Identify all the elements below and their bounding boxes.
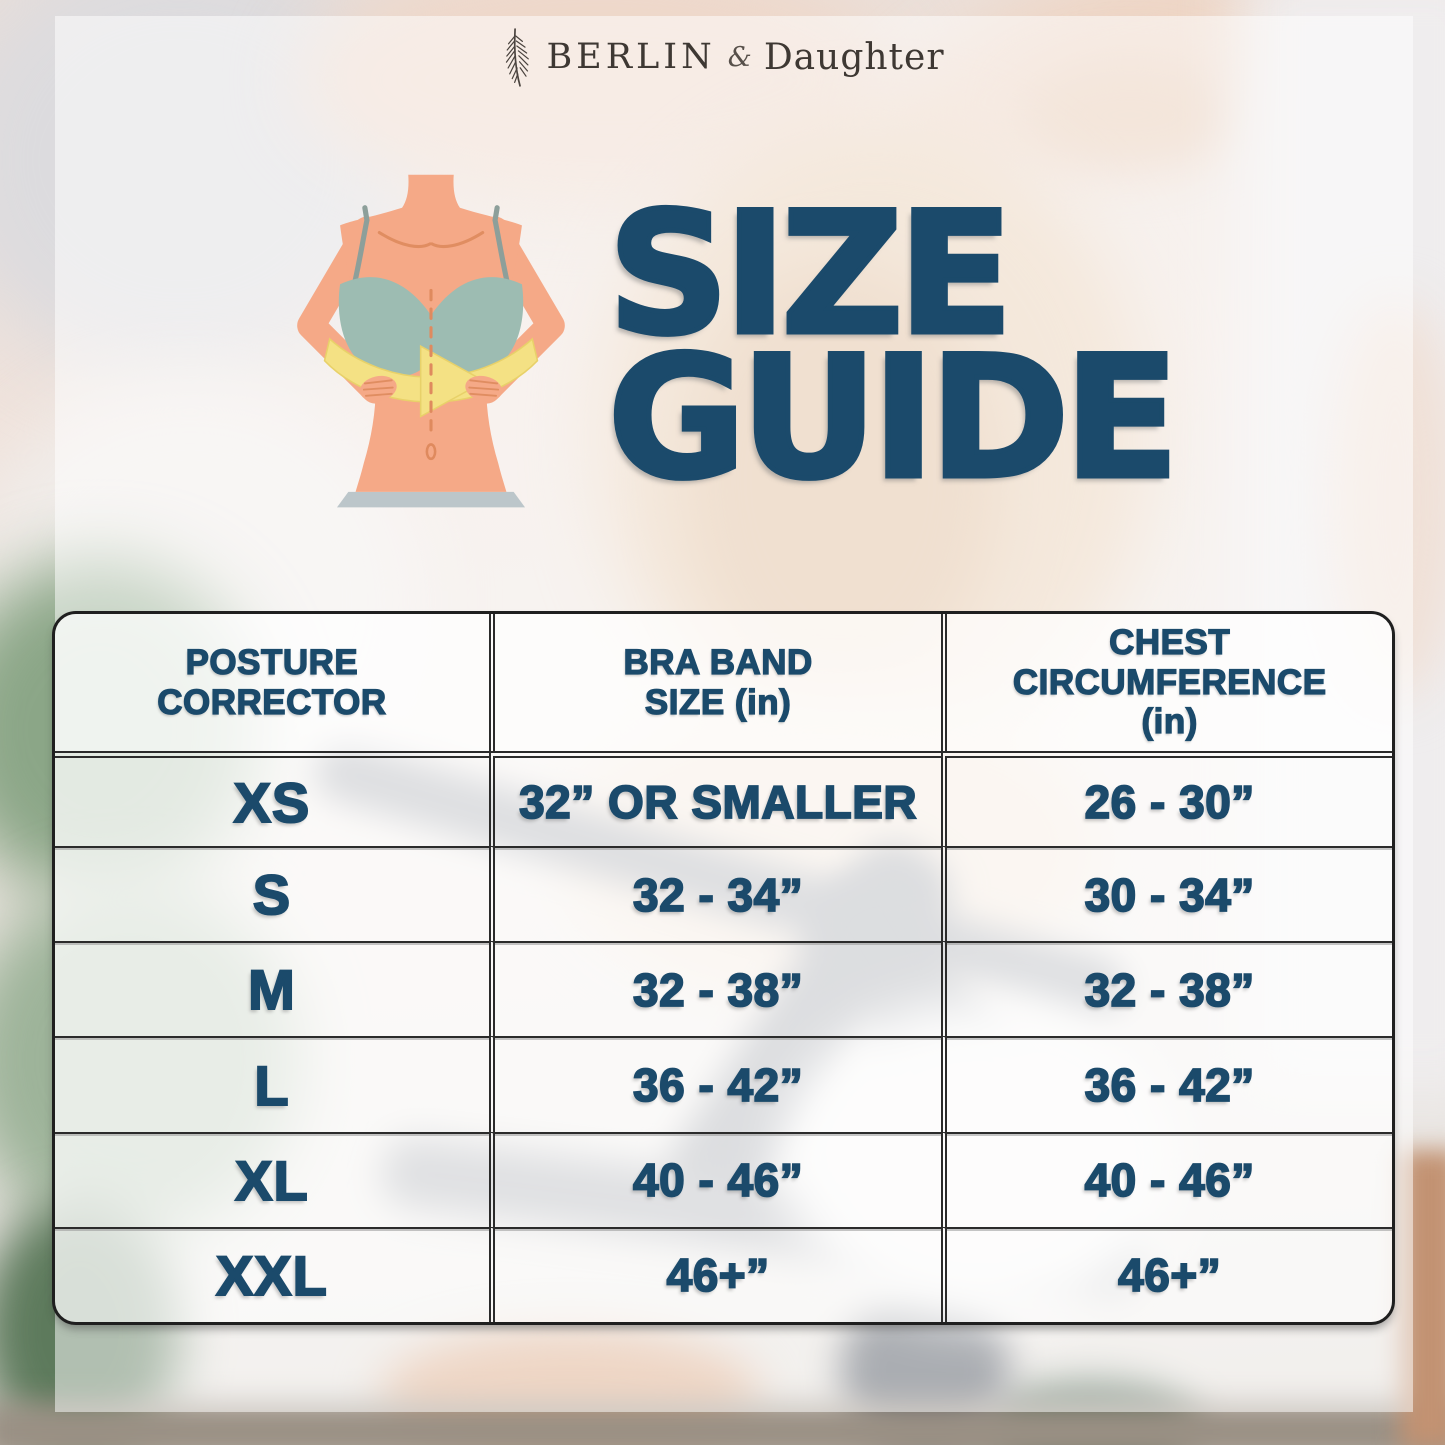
row-m-chest-cell: 32 - 38” (941, 941, 1392, 1037)
header-text: CIRCUMFERENCE (1012, 662, 1327, 702)
title-line-size: SIZE (605, 176, 1015, 372)
stand-base (336, 491, 526, 508)
row-xxl-chest-cell: 46+” (941, 1226, 1392, 1322)
measuring-tape (323, 337, 539, 418)
header-text: SIZE (in) (644, 682, 792, 722)
row-l-size-cell: L (55, 1036, 489, 1132)
row-xs-chest-cell: 26 - 30” (941, 751, 1392, 847)
row-xl-chest-cell: 40 - 46” (941, 1131, 1392, 1227)
row-l-bra-band-cell: 36 - 42” (488, 1036, 942, 1132)
header-text: BRA BAND (623, 642, 813, 682)
row-xs-bra-band-cell: 32” OR SMALLER (488, 751, 942, 847)
row-xxl-bra-band-cell: 46+” (488, 1226, 942, 1322)
header-text: POSTURE (185, 642, 359, 682)
collarbone-lines (377, 231, 485, 248)
header-cell-bra-band-size: BRA BAND SIZE (in) (488, 614, 942, 751)
size-table: POSTURE CORRECTOR BRA BAND SIZE (in) CHE… (52, 611, 1395, 1325)
row-s-bra-band-cell: 32 - 34” (488, 846, 942, 942)
row-xs-size-cell: XS (55, 751, 489, 847)
center-dashed-line (425, 288, 437, 461)
row-m-size-cell: M (55, 941, 489, 1037)
header-text: CHEST (1108, 622, 1231, 662)
row-s-chest-cell: 30 - 34” (941, 846, 1392, 942)
feather-icon (506, 28, 530, 87)
header-text: CORRECTOR (157, 682, 387, 722)
tape-arrow (419, 344, 487, 418)
finger-lines (362, 379, 500, 397)
brand-logo: BERLIN & Daughter (0, 26, 1445, 88)
brand-name-berlin: BERLIN (546, 37, 716, 77)
page-title: SIZE GUIDE (605, 176, 1181, 516)
header-cell-chest-circumference: CHEST CIRCUMFERENCE (in) (941, 614, 1392, 751)
row-xl-size-cell: XL (55, 1131, 489, 1227)
brand-ampersand: & (727, 41, 752, 73)
row-m-bra-band-cell: 32 - 38” (488, 941, 942, 1037)
row-s-size-cell: S (55, 846, 489, 942)
header-cell-posture-corrector: POSTURE CORRECTOR (55, 614, 489, 751)
brand-name-daughter: Daughter (763, 36, 945, 78)
row-xl-bra-band-cell: 40 - 46” (488, 1131, 942, 1227)
title-line-guide: GUIDE (605, 320, 1181, 516)
row-l-chest-cell: 36 - 42” (941, 1036, 1392, 1132)
row-xxl-size-cell: XXL (55, 1226, 489, 1322)
header-text: (in) (1141, 702, 1198, 742)
torso-illustration (297, 174, 565, 508)
